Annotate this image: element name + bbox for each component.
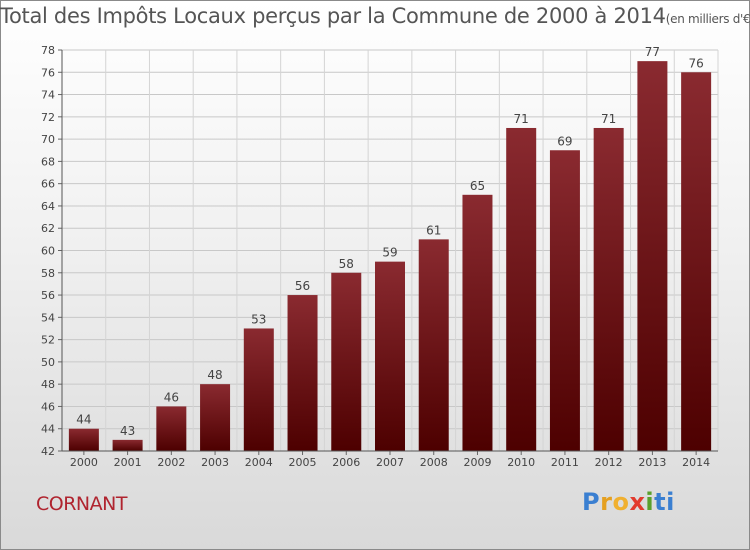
y-tick-label: 44 <box>41 423 55 436</box>
y-tick-label: 50 <box>41 356 55 369</box>
bar-2008 <box>418 239 449 451</box>
logo-letter: i <box>645 488 655 516</box>
x-tick-label-2012: 2012 <box>595 456 623 469</box>
bar-2000 <box>68 428 99 451</box>
y-tick-label: 48 <box>41 378 55 391</box>
bar-2014 <box>681 72 712 452</box>
bar-2007 <box>375 261 405 451</box>
bar-2001 <box>112 439 143 451</box>
y-tick-label: 64 <box>41 200 55 213</box>
value-label-2000: 44 <box>76 413 91 427</box>
x-tick-label-2013: 2013 <box>638 456 666 469</box>
logo-letter: x <box>629 488 646 516</box>
bar-2009 <box>462 194 493 452</box>
value-label-2014: 76 <box>688 56 703 70</box>
y-tick-label: 68 <box>41 155 55 168</box>
logo-letter: o <box>612 488 630 516</box>
y-tick-label: 66 <box>41 178 55 191</box>
value-label-2003: 48 <box>207 368 222 382</box>
y-tick-label: 60 <box>41 245 55 258</box>
value-label-2013: 77 <box>645 45 660 59</box>
y-tick-label: 52 <box>41 334 55 347</box>
value-label-2006: 58 <box>339 257 354 271</box>
x-tick-label-2003: 2003 <box>201 456 229 469</box>
x-tick-label-2010: 2010 <box>507 456 535 469</box>
y-tick-label: 42 <box>41 445 55 458</box>
x-tick-label-2011: 2011 <box>551 456 579 469</box>
y-tick-label: 78 <box>41 44 55 57</box>
value-label-2012: 71 <box>601 112 616 126</box>
bar-2006 <box>331 272 362 451</box>
bar-2003 <box>200 384 231 451</box>
y-tick-label: 70 <box>41 133 55 146</box>
x-tick-label-2001: 2001 <box>114 456 142 469</box>
x-tick-label-2014: 2014 <box>682 456 710 469</box>
x-tick-label-2000: 2000 <box>70 456 98 469</box>
y-tick-label: 54 <box>41 311 55 324</box>
value-label-2010: 71 <box>514 112 529 126</box>
bar-2005 <box>287 295 318 451</box>
x-tick-label-2008: 2008 <box>420 456 448 469</box>
y-tick-label: 46 <box>41 400 55 413</box>
value-label-2005: 56 <box>295 279 310 293</box>
logo-letter: ti <box>654 488 675 516</box>
value-label-2009: 65 <box>470 179 485 193</box>
x-tick-label-2002: 2002 <box>157 456 185 469</box>
x-tick-label-2004: 2004 <box>245 456 273 469</box>
y-tick-label: 72 <box>41 111 55 124</box>
x-tick-label-2007: 2007 <box>376 456 404 469</box>
x-tick-label-2005: 2005 <box>289 456 317 469</box>
value-label-2008: 61 <box>426 223 441 237</box>
bar-2010 <box>506 127 537 451</box>
value-label-2001: 43 <box>120 424 135 438</box>
x-tick-label-2006: 2006 <box>332 456 360 469</box>
value-label-2007: 59 <box>382 246 397 260</box>
y-tick-label: 56 <box>41 289 55 302</box>
value-label-2004: 53 <box>251 312 266 326</box>
y-tick-label: 76 <box>41 66 55 79</box>
chart-title: Total des Impôts Locaux perçus par la Co… <box>0 4 750 28</box>
title-unit: (en milliers d'€) <box>665 12 750 26</box>
bar-2011 <box>549 150 580 451</box>
title-text: Total des Impôts Locaux perçus par la Co… <box>0 4 666 28</box>
proxiti-logo: Proxiti <box>582 488 675 516</box>
bar-2012 <box>593 127 624 451</box>
value-label-2011: 69 <box>557 134 572 148</box>
logo-letter: r <box>600 488 613 516</box>
bar-2013 <box>637 61 668 452</box>
logo-letter: P <box>582 488 601 516</box>
value-label-2002: 46 <box>164 390 179 404</box>
y-tick-label: 74 <box>41 89 55 102</box>
x-tick-label-2009: 2009 <box>463 456 491 469</box>
y-tick-label: 62 <box>41 222 55 235</box>
bar-2002 <box>156 406 187 451</box>
commune-name: CORNANT <box>36 493 127 515</box>
y-tick-label: 58 <box>41 267 55 280</box>
bar-2004 <box>243 328 274 451</box>
